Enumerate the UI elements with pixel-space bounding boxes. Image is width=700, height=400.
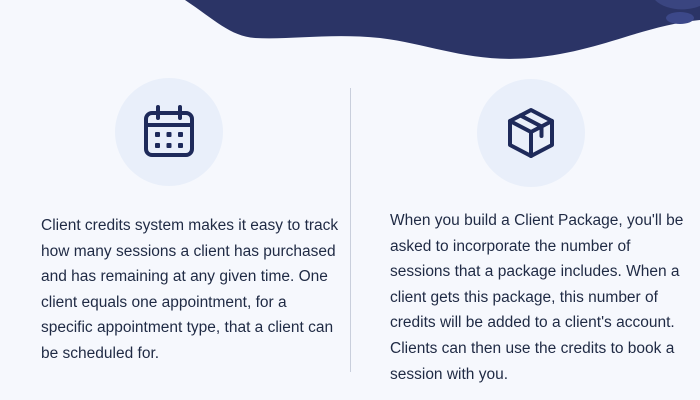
calendar-icon-circle xyxy=(115,78,223,186)
feature-client-credits: Client credits system makes it easy to t… xyxy=(41,78,339,362)
column-divider xyxy=(350,88,351,372)
feature-client-package: When you build a Client Package, you'll … xyxy=(352,0,700,400)
feature-description: Client credits system makes it easy to t… xyxy=(41,217,339,362)
feature-description: When you build a Client Package, you'll … xyxy=(390,212,684,383)
package-icon xyxy=(508,108,554,158)
calendar-icon xyxy=(144,105,194,157)
package-icon-circle xyxy=(477,79,585,187)
header-wave xyxy=(0,0,700,59)
